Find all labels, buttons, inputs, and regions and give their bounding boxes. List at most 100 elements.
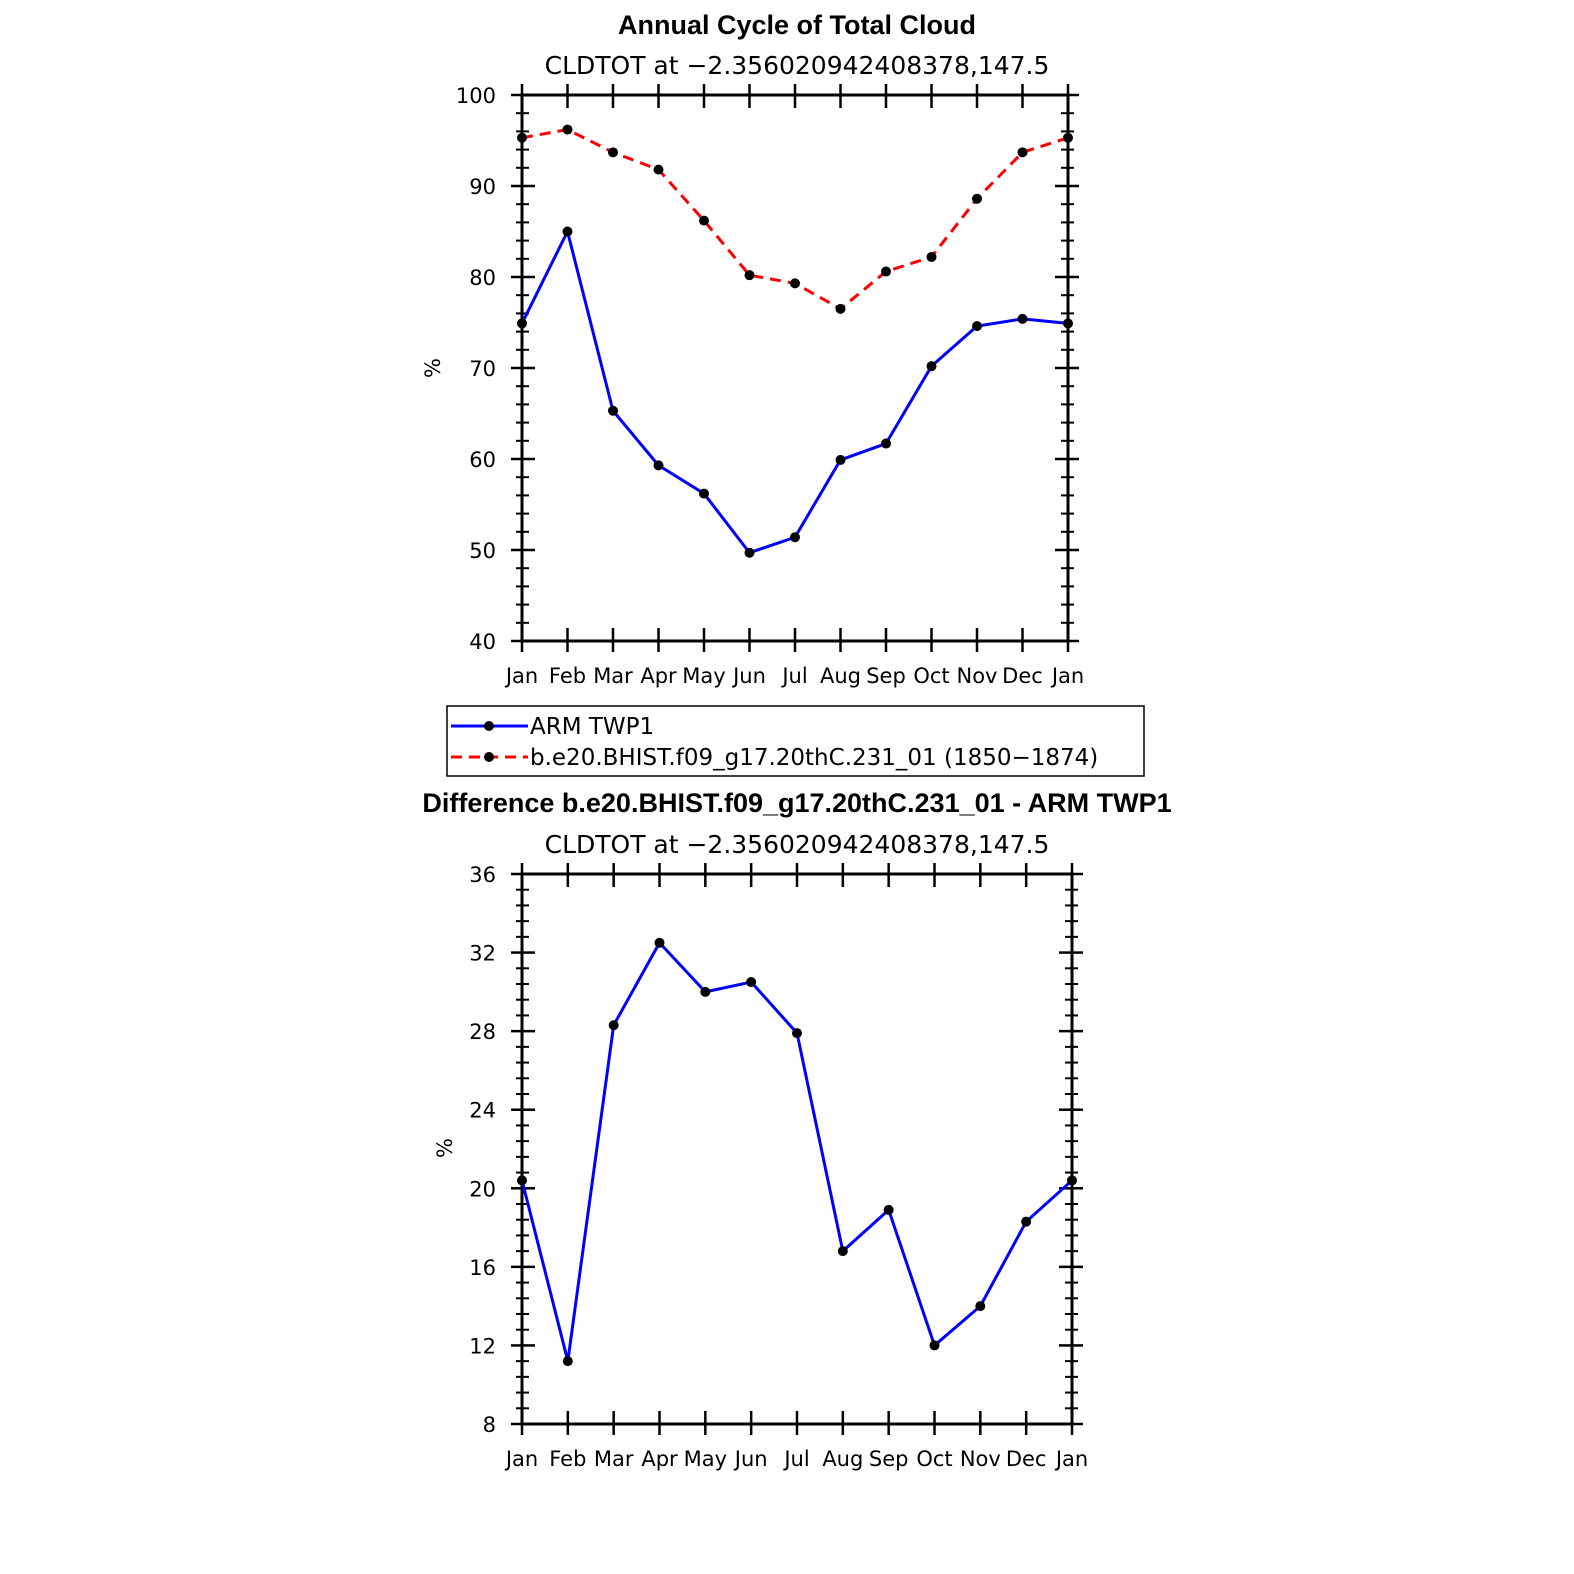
top-chart-series-0-point	[926, 361, 937, 372]
top-chart-xtick-label: Jan	[504, 664, 538, 688]
top-chart-series-1-point	[608, 147, 618, 158]
top-chart-ytick-label: 90	[469, 175, 496, 199]
bottom-chart-series-0-point	[883, 1204, 894, 1215]
top-chart-xtick-label: Mar	[593, 664, 633, 688]
top-chart-series-1-point	[1063, 132, 1073, 143]
top-chart-series-1-point	[972, 193, 982, 204]
bottom-chart-xtick-label: Jul	[782, 1447, 809, 1471]
top-chart-series-0-point	[881, 438, 891, 449]
bottom-chart-series-0-point	[792, 1028, 802, 1039]
bottom-chart-series-0-point	[654, 937, 665, 948]
top-chart-series-1-point	[517, 132, 527, 143]
bottom-chart-series-0-point	[700, 986, 711, 997]
top-chart-series-0-point	[653, 460, 664, 471]
top-chart-series-1-point	[744, 270, 755, 281]
top-chart-series-1-point	[653, 164, 664, 175]
top-chart-xtick-label: Apr	[640, 664, 677, 688]
top-chart-series-0-point	[1063, 318, 1073, 329]
top-chart-xtick-label: Jun	[731, 664, 766, 688]
top-chart-xtick-label: Dec	[1002, 664, 1043, 688]
top-chart-series-1-point	[790, 278, 800, 289]
bottom-chart-frame	[520, 872, 1074, 1426]
top-chart-series-0-point	[744, 547, 755, 558]
bottom-chart-xtick-label: Apr	[641, 1447, 678, 1471]
bottom-chart-ylabel: %	[433, 1138, 457, 1158]
top-chart-series-1-point	[1017, 147, 1028, 158]
top-chart-series-0-point	[562, 226, 573, 237]
top-chart-series-0-point	[972, 321, 982, 332]
top-chart-series-1-point	[699, 215, 709, 226]
top-chart-xtick-label: Oct	[913, 664, 949, 688]
bottom-chart-ytick-label: 28	[469, 1020, 496, 1044]
top-chart-ytick-label: 50	[469, 539, 496, 563]
top-chart-ytick-label: 100	[456, 84, 496, 108]
top-chart-xtick-label: Aug	[820, 664, 861, 688]
bottom-chart-series-0-point	[517, 1175, 527, 1186]
top-chart-ytick-label: 40	[469, 630, 496, 654]
bottom-chart-xtick-label: Feb	[549, 1447, 586, 1471]
top-chart-xtick-label: Sep	[866, 664, 906, 688]
top-plot-area: Jan Feb Mar Apr May Jun Jul Aug Sep Oct Nov Dec Jan 4…	[456, 84, 1084, 688]
top-chart-title: Annual Cycle of Total Cloud	[618, 10, 976, 40]
bottom-chart-series-0-point	[929, 1340, 940, 1351]
bottom-chart-ytick-label: 24	[469, 1099, 496, 1123]
top-chart-series-0-point	[608, 405, 618, 416]
bottom-chart-series-0-point	[975, 1301, 986, 1312]
top-chart-series-0-point	[1017, 313, 1028, 324]
bottom-chart-series-0-point	[746, 977, 757, 988]
legend-box	[446, 705, 1145, 777]
top-chart-series-0-point	[790, 532, 800, 543]
top-chart-series-1-point	[881, 266, 891, 277]
legend: ARM TWP1 b.e20.BHIST.f09_g17.20thC.231_0…	[446, 705, 1145, 777]
bottom-chart-xtick-label: May	[684, 1447, 727, 1471]
top-chart-series-0-point	[699, 488, 709, 499]
bottom-plot-area: Jan Feb Mar Apr May Jun Jul Aug Sep Oct Nov Dec Jan 8…	[469, 863, 1088, 1471]
bottom-chart-xtick-label: Oct	[916, 1447, 952, 1471]
legend-marker-model	[484, 752, 494, 762]
top-chart-ylabel: %	[421, 358, 445, 378]
top-chart-subtitle: CLDTOT at −2.356020942408378,147.5	[545, 51, 1050, 80]
bottom-chart-series-0-point	[608, 1020, 619, 1031]
legend-label-model: b.e20.BHIST.f09_g17.20thC.231_01 (1850−1…	[530, 745, 1098, 771]
top-chart-xtick-label: Nov	[957, 664, 998, 688]
top-chart-ytick-label: 70	[469, 357, 496, 381]
bottom-chart-series-0-point	[837, 1246, 848, 1257]
top-chart-ytick-label: 80	[469, 266, 496, 290]
top-chart-xtick-label: Feb	[549, 664, 586, 688]
bottom-chart-ytick-label: 32	[469, 942, 496, 966]
top-chart-frame	[520, 93, 1070, 643]
top-chart-series-1-point	[562, 124, 573, 135]
bottom-chart-subtitle: CLDTOT at −2.356020942408378,147.5	[545, 830, 1050, 859]
bottom-chart-ytick-label: 16	[469, 1256, 496, 1280]
bottom-chart-xtick-label: Jan	[504, 1447, 538, 1471]
bottom-chart-xtick-label: Dec	[1006, 1447, 1047, 1471]
bottom-chart-xtick-label: Mar	[594, 1447, 634, 1471]
top-chart-xtick-label: Jan	[1050, 664, 1084, 688]
bottom-chart-xtick-label: Aug	[822, 1447, 863, 1471]
top-chart-ytick-label: 60	[469, 448, 496, 472]
bottom-chart-ytick-label: 8	[483, 1413, 496, 1437]
bottom-chart-xtick-label: Nov	[960, 1447, 1001, 1471]
bottom-chart-series-line-0	[520, 941, 1074, 1363]
top-chart-series-0-point	[835, 454, 846, 465]
top-chart-series-1-point	[835, 303, 846, 314]
bottom-chart-series-0-point	[562, 1356, 573, 1367]
legend-marker-arm-twp1	[484, 721, 494, 731]
bottom-chart-xtick-label: Jan	[1054, 1447, 1088, 1471]
bottom-chart-xtick-label: Sep	[869, 1447, 909, 1471]
top-chart-xtick-label: May	[682, 664, 725, 688]
legend-entry-arm-twp1: ARM TWP1	[451, 714, 654, 740]
bottom-chart-xtick-label: Jun	[733, 1447, 768, 1471]
bottom-chart-series-0-point	[1067, 1175, 1077, 1186]
bottom-chart-series-0-point	[1021, 1216, 1032, 1227]
bottom-chart-ytick-label: 20	[469, 1177, 496, 1201]
bottom-chart-title: Difference b.e20.BHIST.f09_g17.20thC.231…	[422, 788, 1171, 818]
legend-entry-model: b.e20.BHIST.f09_g17.20thC.231_01 (1850−1…	[451, 745, 1098, 771]
bottom-chart-ytick-label: 36	[469, 863, 496, 887]
bottom-chart-ytick-label: 12	[469, 1334, 496, 1358]
top-chart-series-1-point	[926, 251, 937, 262]
top-chart-xtick-label: Jul	[780, 664, 807, 688]
legend-label-arm-twp1: ARM TWP1	[530, 714, 654, 740]
top-chart-series-0-point	[517, 318, 527, 329]
